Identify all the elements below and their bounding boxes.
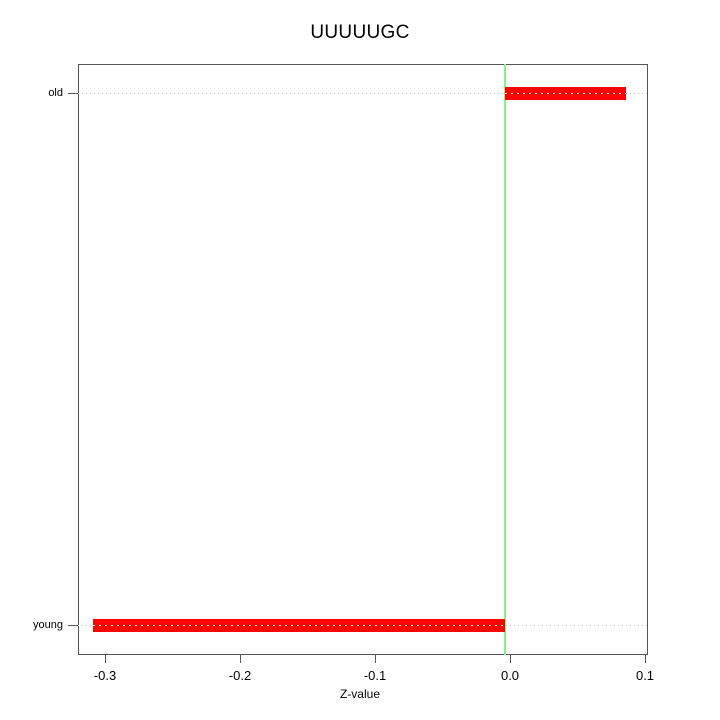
plot-area <box>78 64 648 655</box>
x-tick-label-2: -0.2 <box>228 668 252 683</box>
x-tick-mark-4 <box>510 655 511 663</box>
x-tick-label-1: -0.3 <box>93 668 117 683</box>
x-tick-label-5: 0.1 <box>635 668 655 683</box>
y-tick-mark-old <box>68 93 78 94</box>
data-bar-old[interactable] <box>505 87 626 100</box>
bar-dot-pattern-old <box>505 93 626 94</box>
x-tick-mark-2 <box>240 655 241 663</box>
bar-dot-pattern-young <box>93 625 505 626</box>
x-axis-title: Z-value <box>339 687 380 701</box>
data-bar-young[interactable] <box>93 619 505 632</box>
zero-reference-line <box>504 64 506 655</box>
plot-frame <box>78 64 648 655</box>
gridline-old <box>78 93 648 94</box>
page-title: UUUUUGC <box>310 22 410 43</box>
y-tick-label-old: old <box>48 87 63 99</box>
x-tick-mark-1 <box>105 655 106 663</box>
x-tick-label-3: -0.1 <box>363 668 387 683</box>
y-tick-mark-young <box>68 625 78 626</box>
y-tick-label-young: young <box>33 619 63 631</box>
x-tick-mark-3 <box>375 655 376 663</box>
x-tick-label-4: 0.0 <box>500 668 520 683</box>
x-tick-mark-5 <box>645 655 646 663</box>
